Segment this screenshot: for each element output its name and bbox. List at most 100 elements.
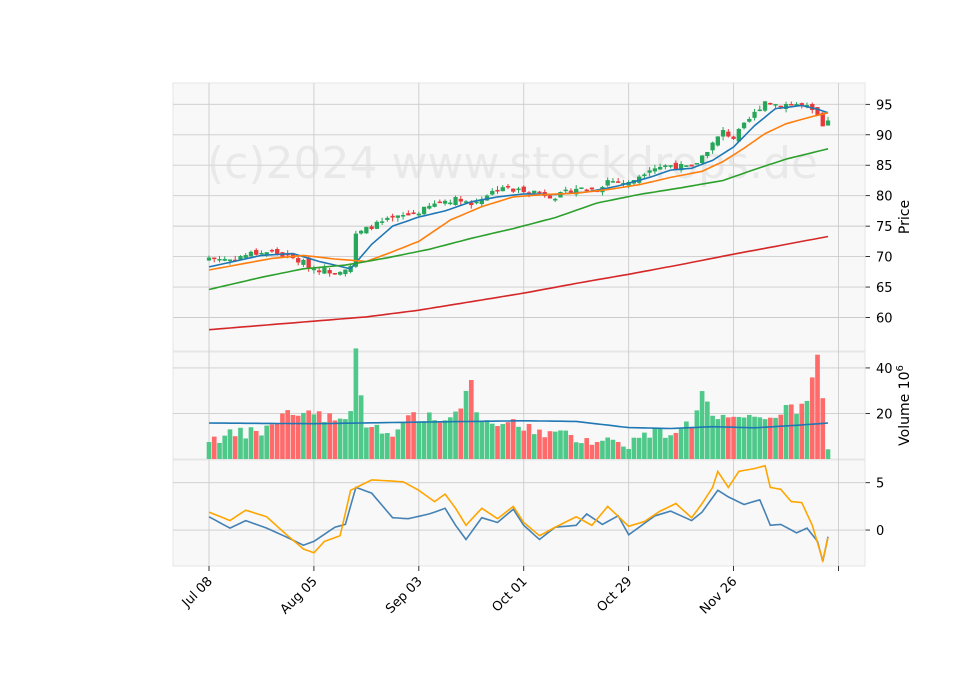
- volume-bar: [411, 412, 416, 459]
- volume-bar: [311, 414, 317, 459]
- volume-bar: [437, 422, 443, 459]
- volume-bar: [636, 437, 642, 459]
- volume-bar: [500, 424, 506, 459]
- candle-body: [663, 165, 668, 168]
- candle-body: [463, 201, 469, 203]
- volume-bar: [390, 436, 395, 459]
- x-tick-label: Aug 05: [278, 574, 321, 617]
- candle-body: [254, 249, 259, 255]
- candle-body: [358, 230, 364, 234]
- volume-bar: [322, 422, 327, 459]
- price-ma-line: [208, 235, 829, 331]
- candle-body: [442, 200, 448, 204]
- volume-bar: [715, 419, 721, 459]
- candle-body: [537, 191, 542, 194]
- candle-body: [715, 136, 720, 146]
- volume-bar: [301, 412, 306, 459]
- volume-bar: [642, 432, 647, 459]
- volume-bar: [746, 414, 752, 459]
- volume-bar: [657, 428, 663, 459]
- volume-bar: [442, 420, 448, 459]
- candle-body: [705, 151, 710, 157]
- volume-bar: [762, 419, 768, 459]
- candle-body: [222, 258, 227, 261]
- volume-bar: [647, 437, 652, 459]
- volume-bar: [589, 444, 595, 459]
- volume-bar: [269, 424, 275, 459]
- candle-body: [589, 187, 595, 190]
- candle-body: [553, 198, 558, 201]
- candle-body: [825, 120, 831, 126]
- volume-bar: [248, 427, 254, 459]
- watermark: (c)2024 www.stockdrops.de: [207, 138, 818, 189]
- price-y-tick-label: 70: [876, 251, 893, 266]
- candle-body: [364, 226, 369, 234]
- candle-body: [532, 190, 537, 194]
- candle-body: [694, 163, 699, 165]
- volume-bar: [626, 448, 631, 459]
- volume-bar: [815, 354, 820, 459]
- candle-body: [432, 203, 437, 207]
- candle-body: [390, 215, 395, 218]
- candle-body: [474, 201, 479, 204]
- volume-bar: [584, 438, 590, 459]
- volume-bar: [673, 432, 679, 459]
- oscillator-line: [208, 486, 829, 562]
- candle-body: [521, 186, 526, 193]
- volume-bar: [631, 437, 637, 459]
- volume-bar: [385, 433, 390, 459]
- candle-body: [563, 189, 568, 192]
- candle-body: [710, 142, 715, 151]
- volume-bar: [259, 435, 264, 459]
- candle-body: [322, 267, 327, 274]
- candle-body: [421, 206, 427, 215]
- candle-body: [327, 270, 332, 274]
- candle-body: [820, 112, 825, 127]
- volume-bar: [547, 431, 553, 459]
- volume-bar: [510, 419, 516, 459]
- volume-bar: [217, 442, 222, 459]
- volume-bar: [238, 427, 243, 459]
- volume-bar: [479, 420, 485, 459]
- volume-bar: [678, 428, 684, 459]
- candle-body: [374, 221, 380, 229]
- candle-body: [647, 170, 652, 173]
- candle-body: [259, 252, 264, 255]
- volume-bar: [605, 437, 611, 459]
- volume-bar: [222, 435, 228, 459]
- volume-bar: [406, 415, 411, 459]
- candle-body: [243, 255, 248, 258]
- candle-body: [584, 189, 589, 192]
- volume-bar: [447, 417, 453, 459]
- candle-body: [668, 165, 673, 167]
- volume-bar: [295, 415, 301, 459]
- volume-bar: [290, 414, 296, 459]
- price-axis-title: Price: [897, 200, 913, 234]
- volume-bar: [684, 421, 689, 459]
- volume-bar: [364, 427, 369, 459]
- volume-bar: [542, 437, 548, 459]
- candle-body: [768, 102, 773, 105]
- candle-body: [516, 188, 521, 191]
- candle-body: [747, 118, 752, 122]
- volume-bar: [516, 426, 521, 459]
- candle-body: [657, 166, 663, 170]
- volume-bar: [531, 434, 537, 459]
- volume-bar: [579, 443, 584, 459]
- candle-body: [206, 257, 212, 261]
- candle-body: [427, 205, 432, 209]
- volume-bar: [663, 437, 668, 459]
- volume-bar: [379, 433, 385, 459]
- volume-bar: [521, 430, 527, 459]
- volume-bar: [689, 426, 694, 459]
- osc-y-tick-label: 0: [876, 524, 884, 539]
- x-tick-label: Jul 08: [179, 574, 216, 611]
- volume-bar: [463, 390, 469, 459]
- volume-bar: [343, 419, 348, 459]
- x-tick-label: Nov 26: [697, 574, 740, 617]
- volume-bar: [374, 424, 380, 459]
- candle-body: [699, 155, 705, 164]
- price-y-tick-label: 60: [876, 312, 893, 327]
